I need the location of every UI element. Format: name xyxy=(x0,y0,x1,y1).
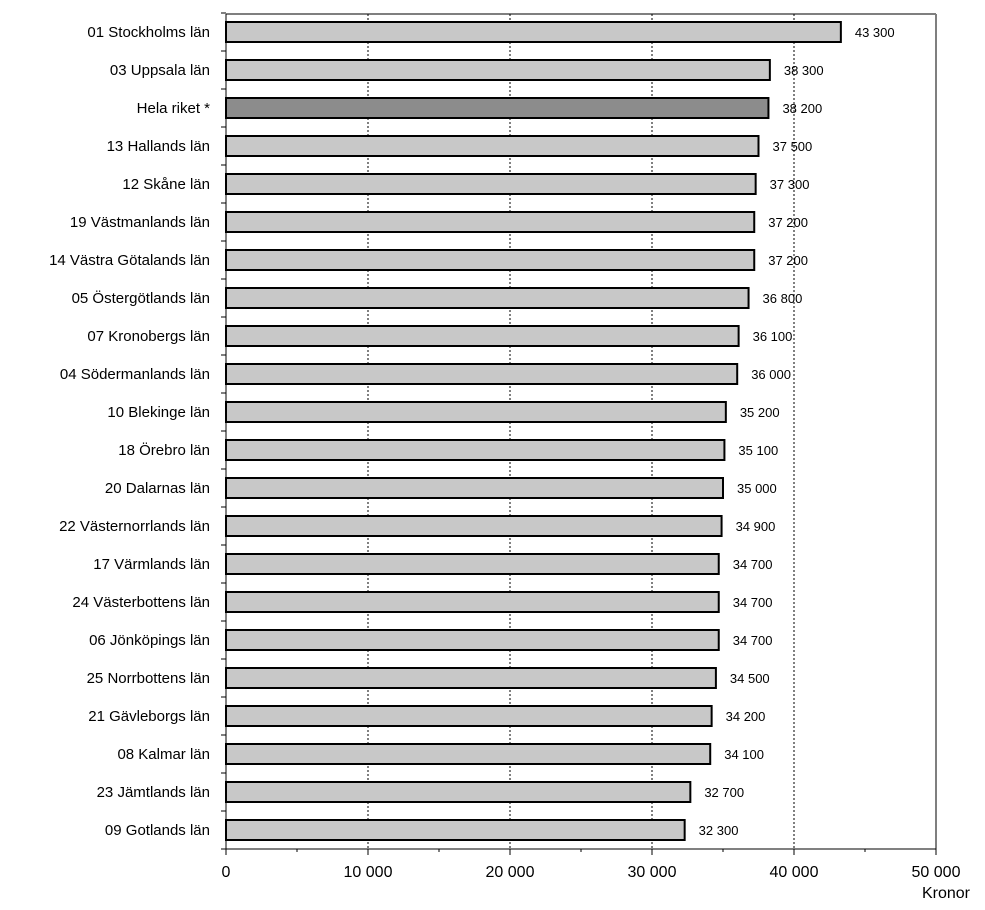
bar xyxy=(225,173,757,195)
category-label: 06 Jönköpings län xyxy=(89,632,210,649)
value-label: 32 700 xyxy=(704,785,744,800)
bar xyxy=(225,629,720,651)
value-label: 43 300 xyxy=(855,25,895,40)
category-label: 17 Värmlands län xyxy=(93,556,210,573)
category-label: 23 Jämtlands län xyxy=(97,784,210,801)
category-label: 20 Dalarnas län xyxy=(105,480,210,497)
bar xyxy=(225,97,770,119)
x-tick-label: 30 000 xyxy=(628,864,677,881)
bar xyxy=(225,59,771,81)
category-label: 18 Örebro län xyxy=(118,441,210,459)
value-label: 32 300 xyxy=(699,823,739,838)
x-tick-label: 50 000 xyxy=(912,864,961,881)
category-label: 09 Gotlands län xyxy=(105,822,210,839)
x-tick-label: 0 xyxy=(222,864,231,881)
bar xyxy=(225,401,727,423)
grid-lines xyxy=(367,14,795,849)
bar xyxy=(225,591,720,613)
value-label: 37 200 xyxy=(768,215,808,230)
category-label: 01 Stockholms län xyxy=(87,24,210,41)
value-label: 37 500 xyxy=(773,139,813,154)
category-label: 19 Västmanlands län xyxy=(70,214,210,231)
x-axis-title: Kronor xyxy=(922,885,971,902)
bar xyxy=(225,553,720,575)
value-label: 36 100 xyxy=(753,329,793,344)
value-label: 36 000 xyxy=(751,367,791,382)
bar xyxy=(225,287,750,309)
value-label: 34 900 xyxy=(736,519,776,534)
x-tick-label: 10 000 xyxy=(344,864,393,881)
bar xyxy=(225,21,842,43)
category-label: 21 Gävleborgs län xyxy=(88,708,210,725)
bar xyxy=(225,819,686,841)
value-label: 34 700 xyxy=(733,633,773,648)
category-label: 12 Skåne län xyxy=(122,176,210,193)
category-labels: 01 Stockholms län 03 Uppsala län Hela rike… xyxy=(49,24,210,839)
value-label: 35 200 xyxy=(740,405,780,420)
bar xyxy=(225,363,739,385)
bar xyxy=(225,249,756,271)
value-label: 34 700 xyxy=(733,595,773,610)
x-tick-label: 40 000 xyxy=(770,864,819,881)
value-label: 35 100 xyxy=(738,443,778,458)
value-label: 37 300 xyxy=(770,177,810,192)
category-label: 05 Östergötlands län xyxy=(72,289,210,307)
bar xyxy=(225,515,723,537)
value-label: 34 700 xyxy=(733,557,773,572)
value-label: 36 800 xyxy=(763,291,803,306)
category-label: 14 Västra Götalands län xyxy=(49,252,210,269)
bars xyxy=(225,21,842,841)
value-label: 38 300 xyxy=(784,63,824,78)
bar xyxy=(225,211,756,233)
value-label: 37 200 xyxy=(768,253,808,268)
category-label: 03 Uppsala län xyxy=(110,62,210,79)
category-label: 07 Kronobergs län xyxy=(87,328,210,345)
bar xyxy=(225,705,713,727)
category-label: 13 Hallands län xyxy=(107,138,210,155)
category-label: 04 Södermanlands län xyxy=(60,366,210,383)
bar xyxy=(225,135,760,157)
value-label: 35 000 xyxy=(737,481,777,496)
bar xyxy=(225,781,692,803)
category-label: 22 Västernorrlands län xyxy=(59,518,210,535)
value-label: 34 100 xyxy=(724,747,764,762)
category-label: 24 Västerbottens län xyxy=(72,594,210,611)
value-label: 38 200 xyxy=(782,101,822,116)
bar xyxy=(225,743,712,765)
value-label: 34 200 xyxy=(726,709,766,724)
category-label: Hela riket * xyxy=(137,100,211,117)
bar xyxy=(225,325,740,347)
category-label: 08 Kalmar län xyxy=(117,746,210,763)
category-label: 25 Norrbottens län xyxy=(87,670,210,687)
value-labels: 43 300 38 300 38 200 37 500 37 300 37 200 37 2… xyxy=(699,25,895,838)
x-axis-ticks: 0 10 000 20 000 30 000 40 000 50 000 xyxy=(222,849,961,881)
bar xyxy=(225,667,717,689)
category-label: 10 Blekinge län xyxy=(107,404,210,421)
value-label: 34 500 xyxy=(730,671,770,686)
bar xyxy=(225,439,726,461)
x-tick-label: 20 000 xyxy=(486,864,535,881)
bar xyxy=(225,477,724,499)
